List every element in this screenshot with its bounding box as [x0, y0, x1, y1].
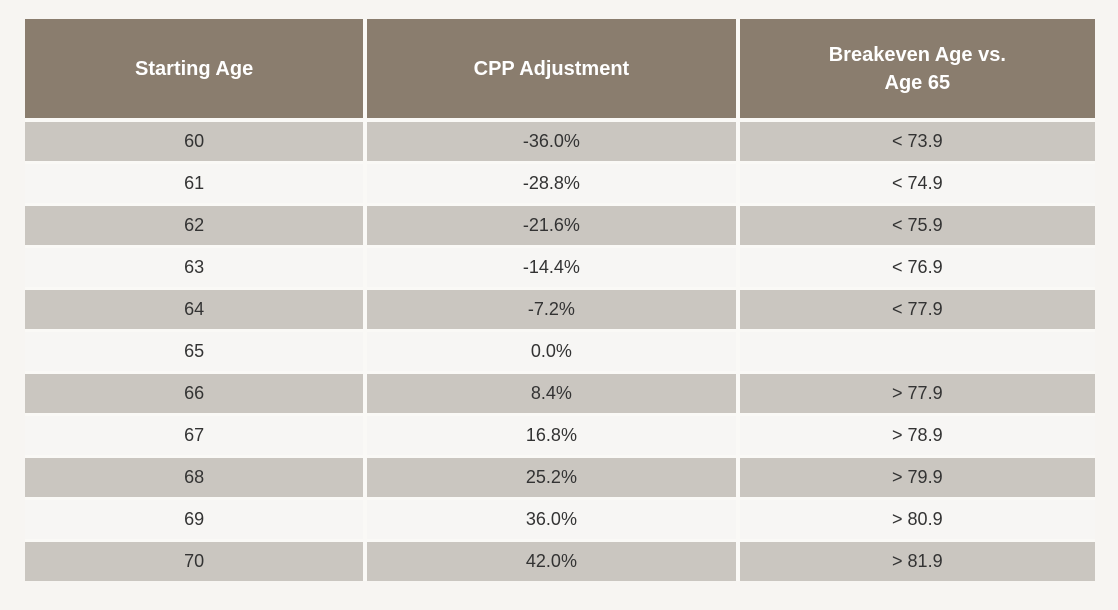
cell-starting-age: 60 [25, 118, 368, 163]
table-row: 64 -7.2% < 77.9 [25, 287, 1095, 331]
table-row: 61 -28.8% < 74.9 [25, 161, 1095, 205]
cell-cpp-adjustment: 0.0% [365, 329, 740, 373]
cell-breakeven-age: > 78.9 [737, 413, 1095, 457]
cell-breakeven-age: < 76.9 [737, 245, 1095, 289]
table-row: 69 36.0% > 80.9 [25, 497, 1095, 541]
cell-starting-age: 67 [25, 413, 368, 457]
header-row: Starting Age CPP Adjustment Breakeven Ag… [25, 19, 1095, 120]
cell-breakeven-age: < 73.9 [737, 118, 1095, 163]
table-body: 60 -36.0% < 73.9 61 -28.8% < 74.9 62 -21.6% < 75… [25, 118, 1095, 581]
cell-cpp-adjustment: 8.4% [365, 371, 740, 415]
table-row: 63 -14.4% < 76.9 [25, 245, 1095, 289]
table-row: 65 0.0% [25, 329, 1095, 373]
cell-cpp-adjustment: 16.8% [365, 413, 740, 457]
column-header-starting-age: Starting Age [25, 19, 368, 120]
column-header-cpp-adjustment: CPP Adjustment [365, 19, 740, 120]
table-row: 70 42.0% > 81.9 [25, 539, 1095, 581]
table-row: 68 25.2% > 79.9 [25, 455, 1095, 499]
cell-cpp-adjustment: -36.0% [365, 118, 740, 163]
table-row: 67 16.8% > 78.9 [25, 413, 1095, 457]
column-header-breakeven-age: Breakeven Age vs. Age 65 [737, 19, 1095, 120]
cell-cpp-adjustment: -14.4% [365, 245, 740, 289]
cell-breakeven-age: < 77.9 [737, 287, 1095, 331]
cell-cpp-adjustment: 36.0% [365, 497, 740, 541]
cell-cpp-adjustment: -28.8% [365, 161, 740, 205]
table-row: 62 -21.6% < 75.9 [25, 203, 1095, 247]
table-row: 66 8.4% > 77.9 [25, 371, 1095, 415]
cell-starting-age: 69 [25, 497, 368, 541]
cell-cpp-adjustment: 25.2% [365, 455, 740, 499]
cell-breakeven-age: > 80.9 [737, 497, 1095, 541]
cell-breakeven-age: < 75.9 [737, 203, 1095, 247]
cell-starting-age: 68 [25, 455, 368, 499]
table-row: 60 -36.0% < 73.9 [25, 118, 1095, 163]
cpp-breakeven-table: Starting Age CPP Adjustment Breakeven Ag… [25, 19, 1095, 581]
cell-breakeven-age: > 77.9 [737, 371, 1095, 415]
cell-breakeven-age: > 81.9 [737, 539, 1095, 581]
cell-breakeven-age [737, 329, 1095, 373]
cell-starting-age: 65 [25, 329, 368, 373]
data-table: Starting Age CPP Adjustment Breakeven Ag… [25, 19, 1095, 581]
cell-starting-age: 63 [25, 245, 368, 289]
cell-cpp-adjustment: 42.0% [365, 539, 740, 581]
cell-breakeven-age: > 79.9 [737, 455, 1095, 499]
cell-starting-age: 70 [25, 539, 368, 581]
cell-cpp-adjustment: -21.6% [365, 203, 740, 247]
cell-cpp-adjustment: -7.2% [365, 287, 740, 331]
cell-starting-age: 62 [25, 203, 368, 247]
table-header: Starting Age CPP Adjustment Breakeven Ag… [25, 19, 1095, 120]
cell-starting-age: 61 [25, 161, 368, 205]
cell-starting-age: 66 [25, 371, 368, 415]
cell-breakeven-age: < 74.9 [737, 161, 1095, 205]
cell-starting-age: 64 [25, 287, 368, 331]
